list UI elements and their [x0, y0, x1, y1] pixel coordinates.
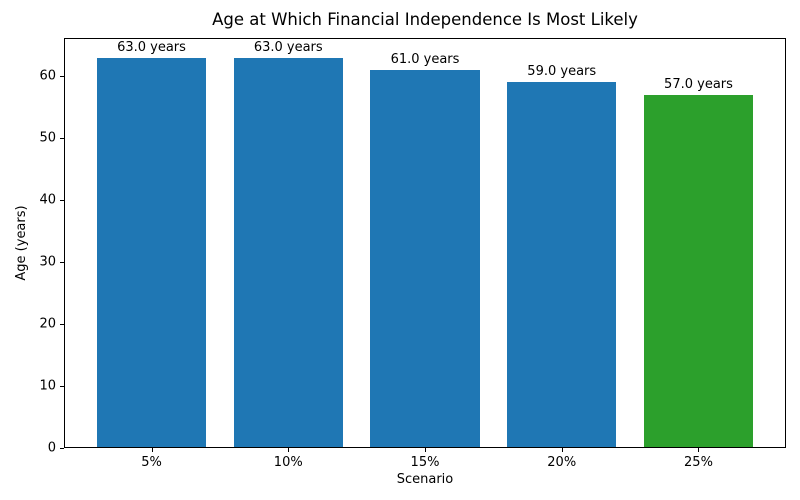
bar-value-label: 57.0 years: [664, 76, 733, 92]
x-axis-label: Scenario: [396, 472, 454, 487]
chart-title: Age at Which Financial Independence Is M…: [212, 10, 638, 29]
bar-20%: [507, 82, 617, 447]
y-tick-mark: [60, 138, 64, 139]
x-tick-mark: [152, 448, 153, 452]
bar-value-label: 61.0 years: [390, 51, 460, 67]
x-tick-mark: [425, 448, 426, 452]
bar-value-label: 59.0 years: [527, 64, 597, 80]
x-tick-mark: [698, 448, 699, 452]
bar-5%: [96, 57, 207, 447]
bar-10%: [233, 57, 343, 447]
x-tick-label: 5%: [141, 455, 162, 470]
y-tick-mark: [60, 448, 64, 449]
x-tick-label: 20%: [547, 455, 577, 470]
y-tick-mark: [60, 386, 64, 387]
x-tick-label: 15%: [410, 455, 440, 470]
bar-value-label: 63.0 years: [253, 39, 323, 55]
bar-25%: [643, 94, 754, 447]
y-tick-label: 30: [39, 254, 56, 270]
x-tick-mark: [288, 448, 289, 452]
y-tick-mark: [60, 76, 64, 77]
y-tick-label: 60: [39, 68, 56, 84]
y-tick-mark: [60, 324, 64, 325]
bar-value-label: 63.0 years: [117, 39, 186, 55]
bar-15%: [370, 69, 480, 447]
x-tick-label: 10%: [273, 455, 303, 470]
y-tick-label: 20: [39, 316, 56, 332]
y-tick-label: 40: [39, 192, 56, 208]
y-tick-mark: [60, 262, 64, 263]
y-tick-label: 50: [39, 130, 56, 146]
x-tick-mark: [562, 448, 563, 452]
y-tick-label: 10: [39, 378, 56, 394]
x-tick-label: 25%: [684, 455, 713, 470]
y-tick-mark: [60, 200, 64, 201]
y-tick-label: 0: [47, 440, 56, 456]
